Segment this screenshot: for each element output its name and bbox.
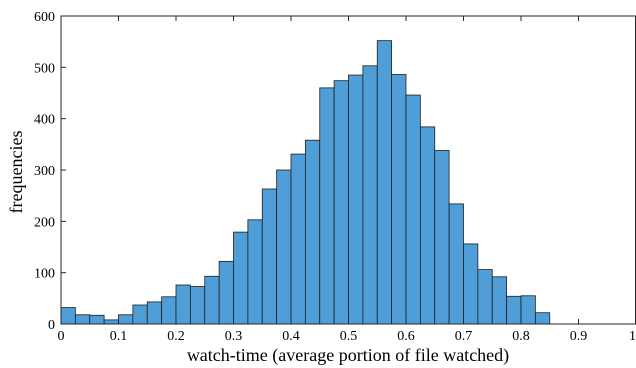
histogram-bar [419, 126, 436, 325]
y-tick-label: 100 [34, 267, 55, 282]
histogram-bar [118, 314, 134, 325]
x-tick-label: 0.2 [167, 329, 185, 344]
histogram-bar [391, 74, 407, 325]
bars-layer [60, 40, 551, 325]
histogram-bar [89, 314, 105, 325]
histogram-bar [376, 40, 393, 325]
y-axis-label: frequencies [6, 131, 26, 214]
histogram-bar [362, 65, 378, 325]
y-tick-label: 300 [34, 164, 55, 179]
histogram-bar [175, 284, 191, 325]
histogram-bar [506, 295, 522, 325]
ticks-layer: 0 0.1 0.2 0.3 0.4 0.5 0.6 0.7 0.8 0.9 1 0 100 200 300 4… [34, 10, 636, 344]
histogram-bar [290, 153, 306, 325]
y-tick-label: 0 [48, 318, 55, 333]
histogram-bar [247, 219, 263, 325]
histogram-bar [161, 296, 177, 325]
histogram-bar [534, 312, 551, 325]
x-tick-label: 0.8 [512, 329, 530, 344]
x-tick-label: 0.4 [282, 329, 300, 344]
histogram-bar [348, 74, 364, 325]
y-tick-label: 500 [34, 61, 55, 76]
histogram-bar [146, 301, 163, 325]
histogram-bar [333, 80, 349, 325]
histogram-bar [463, 243, 479, 325]
histogram-bar [405, 94, 421, 325]
x-tick-label: 0.5 [340, 329, 358, 344]
histogram-bar [276, 169, 292, 325]
histogram-bar [218, 260, 234, 325]
histogram-bar [520, 295, 536, 325]
x-tick-label: 0.1 [110, 329, 128, 344]
y-tick-label: 400 [34, 113, 55, 128]
histogram-bar [103, 319, 119, 325]
histogram-bar [304, 139, 321, 325]
x-tick-label: 0.3 [225, 329, 243, 344]
histogram-bar [261, 188, 278, 325]
x-tick-label: 1 [629, 329, 636, 344]
y-tick-label: 600 [34, 10, 55, 25]
y-tick-label: 200 [34, 215, 55, 230]
x-tick-label: 0 [58, 329, 65, 344]
x-tick-label: 0.6 [397, 329, 415, 344]
x-axis-label: watch-time (average portion of file watc… [187, 345, 509, 366]
histogram-bar [491, 276, 508, 325]
histogram-bar [477, 269, 493, 325]
histogram-bar [233, 231, 249, 325]
histogram-bar [74, 314, 91, 325]
x-tick-label: 0.9 [570, 329, 588, 344]
histogram-bar [60, 307, 76, 325]
histogram-bar [434, 150, 450, 325]
histogram-bar [319, 87, 335, 325]
x-tick-label: 0.7 [455, 329, 473, 344]
histogram-bar [204, 275, 220, 325]
histogram-bar [448, 203, 464, 325]
histogram-bar [132, 304, 148, 325]
histogram-bar [189, 286, 206, 325]
